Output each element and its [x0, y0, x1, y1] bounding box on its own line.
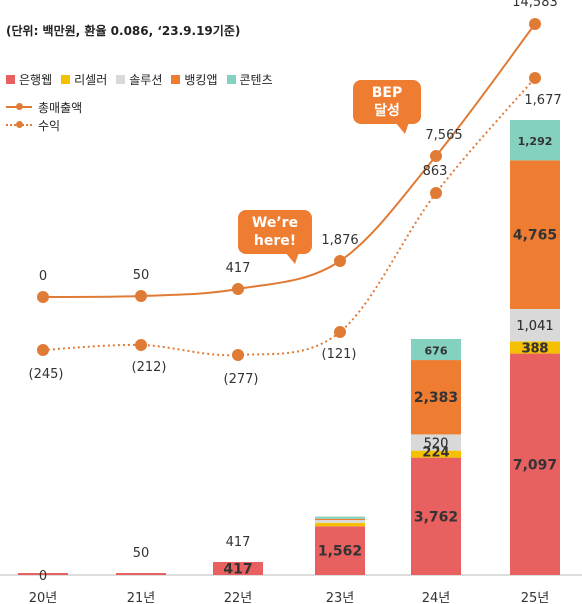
bar-25년-콘텐츠: [510, 120, 560, 161]
legend-item-profit: 수익: [6, 116, 282, 134]
bar-25년-은행웹: [510, 353, 560, 575]
point-profit-25년: [529, 72, 541, 84]
bar-label-24년-솔루션: 520: [424, 437, 449, 452]
x-tick-20년: 20년: [29, 591, 58, 604]
legend-swatch-solution: [116, 74, 126, 84]
legend-label-bank: 은행웹: [19, 72, 53, 87]
legend-label-content: 콘텐츠: [239, 72, 273, 87]
point-profit-20년: [37, 344, 49, 356]
bar-22년-은행웹: [213, 561, 263, 575]
x-tick-24년: 24년: [422, 591, 451, 604]
legend-item-solution: 솔루션: [116, 71, 162, 88]
bar-24년-리셀러: [411, 450, 461, 458]
label-profit-20년: (245): [29, 367, 64, 382]
bar-24년-뱅킹앱: [411, 360, 461, 435]
legend: 은행웹 리셀러 솔루션 뱅킹앱 콘텐츠 총매출액 수익: [6, 70, 282, 134]
legend-item-reseller: 리셀러: [61, 71, 107, 88]
label-revenue-20년: 0: [39, 269, 47, 284]
bar-23년-뱅킹앱: [315, 518, 365, 521]
point-revenue-20년: [37, 291, 49, 303]
legend-item-bank: 은행웹: [6, 71, 52, 88]
x-tick-23년: 23년: [326, 591, 355, 604]
label-profit-22년: (277): [224, 372, 259, 387]
label-profit-21년: (212): [132, 360, 167, 375]
legend-label-reseller: 리셀러: [74, 72, 108, 87]
bar-24년-콘텐츠: [411, 338, 461, 361]
label-profit-24년: 863: [423, 164, 448, 179]
x-tick-25년: 25년: [521, 591, 550, 604]
legend-label-profit: 수익: [38, 118, 61, 133]
callout-bep: BEP 달성: [353, 80, 421, 124]
line-profit: [42, 77, 536, 357]
bar-23년-은행웹: [315, 526, 365, 575]
point-revenue-25년: [529, 18, 541, 30]
bar-23년-콘텐츠: [315, 516, 365, 519]
x-tick-22년: 22년: [224, 591, 253, 604]
bar-25년-뱅킹앱: [510, 160, 560, 309]
bar-24년-솔루션: [411, 434, 461, 451]
point-profit-23년: [334, 326, 346, 338]
legend-swatch-bank: [6, 74, 15, 84]
unit-note: (단위: 백만원, 환율 0.086, ‘23.9.19기준): [6, 24, 241, 38]
bar-label-24년-리셀러: 224: [422, 446, 449, 461]
label-revenue-22년: 417: [226, 261, 251, 276]
bar-label-24년-은행웹: 3,762: [414, 509, 458, 525]
point-revenue-24년: [430, 150, 442, 162]
bar-25년-솔루션: [510, 308, 560, 342]
bar-label-24년-솔루션: 520: [424, 437, 449, 452]
legend-label-banking-app: 뱅킹앱: [184, 72, 218, 87]
callout-we-are-here-tail: [285, 252, 299, 264]
bar-label-25년-솔루션: 1,041: [516, 319, 553, 334]
callout-we-are-here: We’re here!: [238, 210, 312, 254]
bar-label-22년-은행웹: 417: [223, 561, 252, 577]
bar-label-25년-솔루션: 1,041: [516, 319, 553, 334]
point-profit-22년: [232, 349, 244, 361]
point-revenue-22년: [232, 283, 244, 295]
legend-label-revenue: 총매출액: [38, 100, 83, 115]
bar-25년-리셀러: [510, 341, 560, 354]
point-revenue-21년: [135, 290, 147, 302]
bar-label-25년-리셀러: 388: [521, 342, 548, 357]
bar-20년-은행웹: [18, 573, 68, 575]
bar-label-25년-리셀러: 388: [523, 342, 548, 357]
bar-21년-은행웹: [116, 573, 166, 575]
legend-item-content: 콘텐츠: [226, 71, 273, 88]
legend-item-banking-app: 뱅킹앱: [171, 71, 218, 88]
bar-23년-리셀러: [315, 522, 365, 527]
bar-label-24년-콘텐츠: 676: [425, 345, 448, 358]
legend-swatch-content: [226, 74, 236, 84]
legend-swatch-banking-app: [171, 74, 181, 84]
bar-label-25년-은행웹: 7,097: [513, 457, 557, 473]
legend-swatch-reseller: [61, 74, 71, 84]
label-revenue-24년: 7,565: [425, 128, 462, 143]
bar-label-24년-뱅킹앱: 2,383: [414, 390, 458, 406]
bar-label-23년-은행웹: 1,562: [318, 544, 362, 560]
legend-swatch-profit: [6, 120, 32, 130]
label-profit-23년: (121): [322, 347, 357, 362]
label-revenue-23년: 1,876: [321, 233, 358, 248]
point-profit-21년: [135, 339, 147, 351]
bar-label-25년-콘텐츠: 1,292: [518, 135, 553, 148]
legend-label-solution: 솔루션: [129, 72, 163, 87]
label-revenue-25년: 14,583: [512, 0, 558, 10]
label-profit-25년: 1,677: [524, 93, 561, 108]
label-revenue-21년: 50: [133, 268, 150, 283]
bar-24년-은행웹: [411, 457, 461, 575]
bar-total-label-21년: 50: [133, 546, 150, 561]
bar-total-label-22년: 417: [226, 535, 251, 550]
legend-bars: 은행웹 리셀러 솔루션 뱅킹앱 콘텐츠: [6, 70, 282, 88]
x-tick-21년: 21년: [127, 591, 156, 604]
legend-item-revenue: 총매출액: [6, 98, 282, 116]
point-profit-24년: [430, 187, 442, 199]
bar-label-25년-뱅킹앱: 4,765: [513, 228, 557, 244]
callout-bep-tail: [395, 122, 409, 134]
point-revenue-23년: [334, 255, 346, 267]
legend-swatch-revenue: [6, 102, 32, 112]
bar-label-20년-은행웹: 0: [39, 569, 47, 584]
bar-23년-솔루션: [315, 520, 365, 523]
